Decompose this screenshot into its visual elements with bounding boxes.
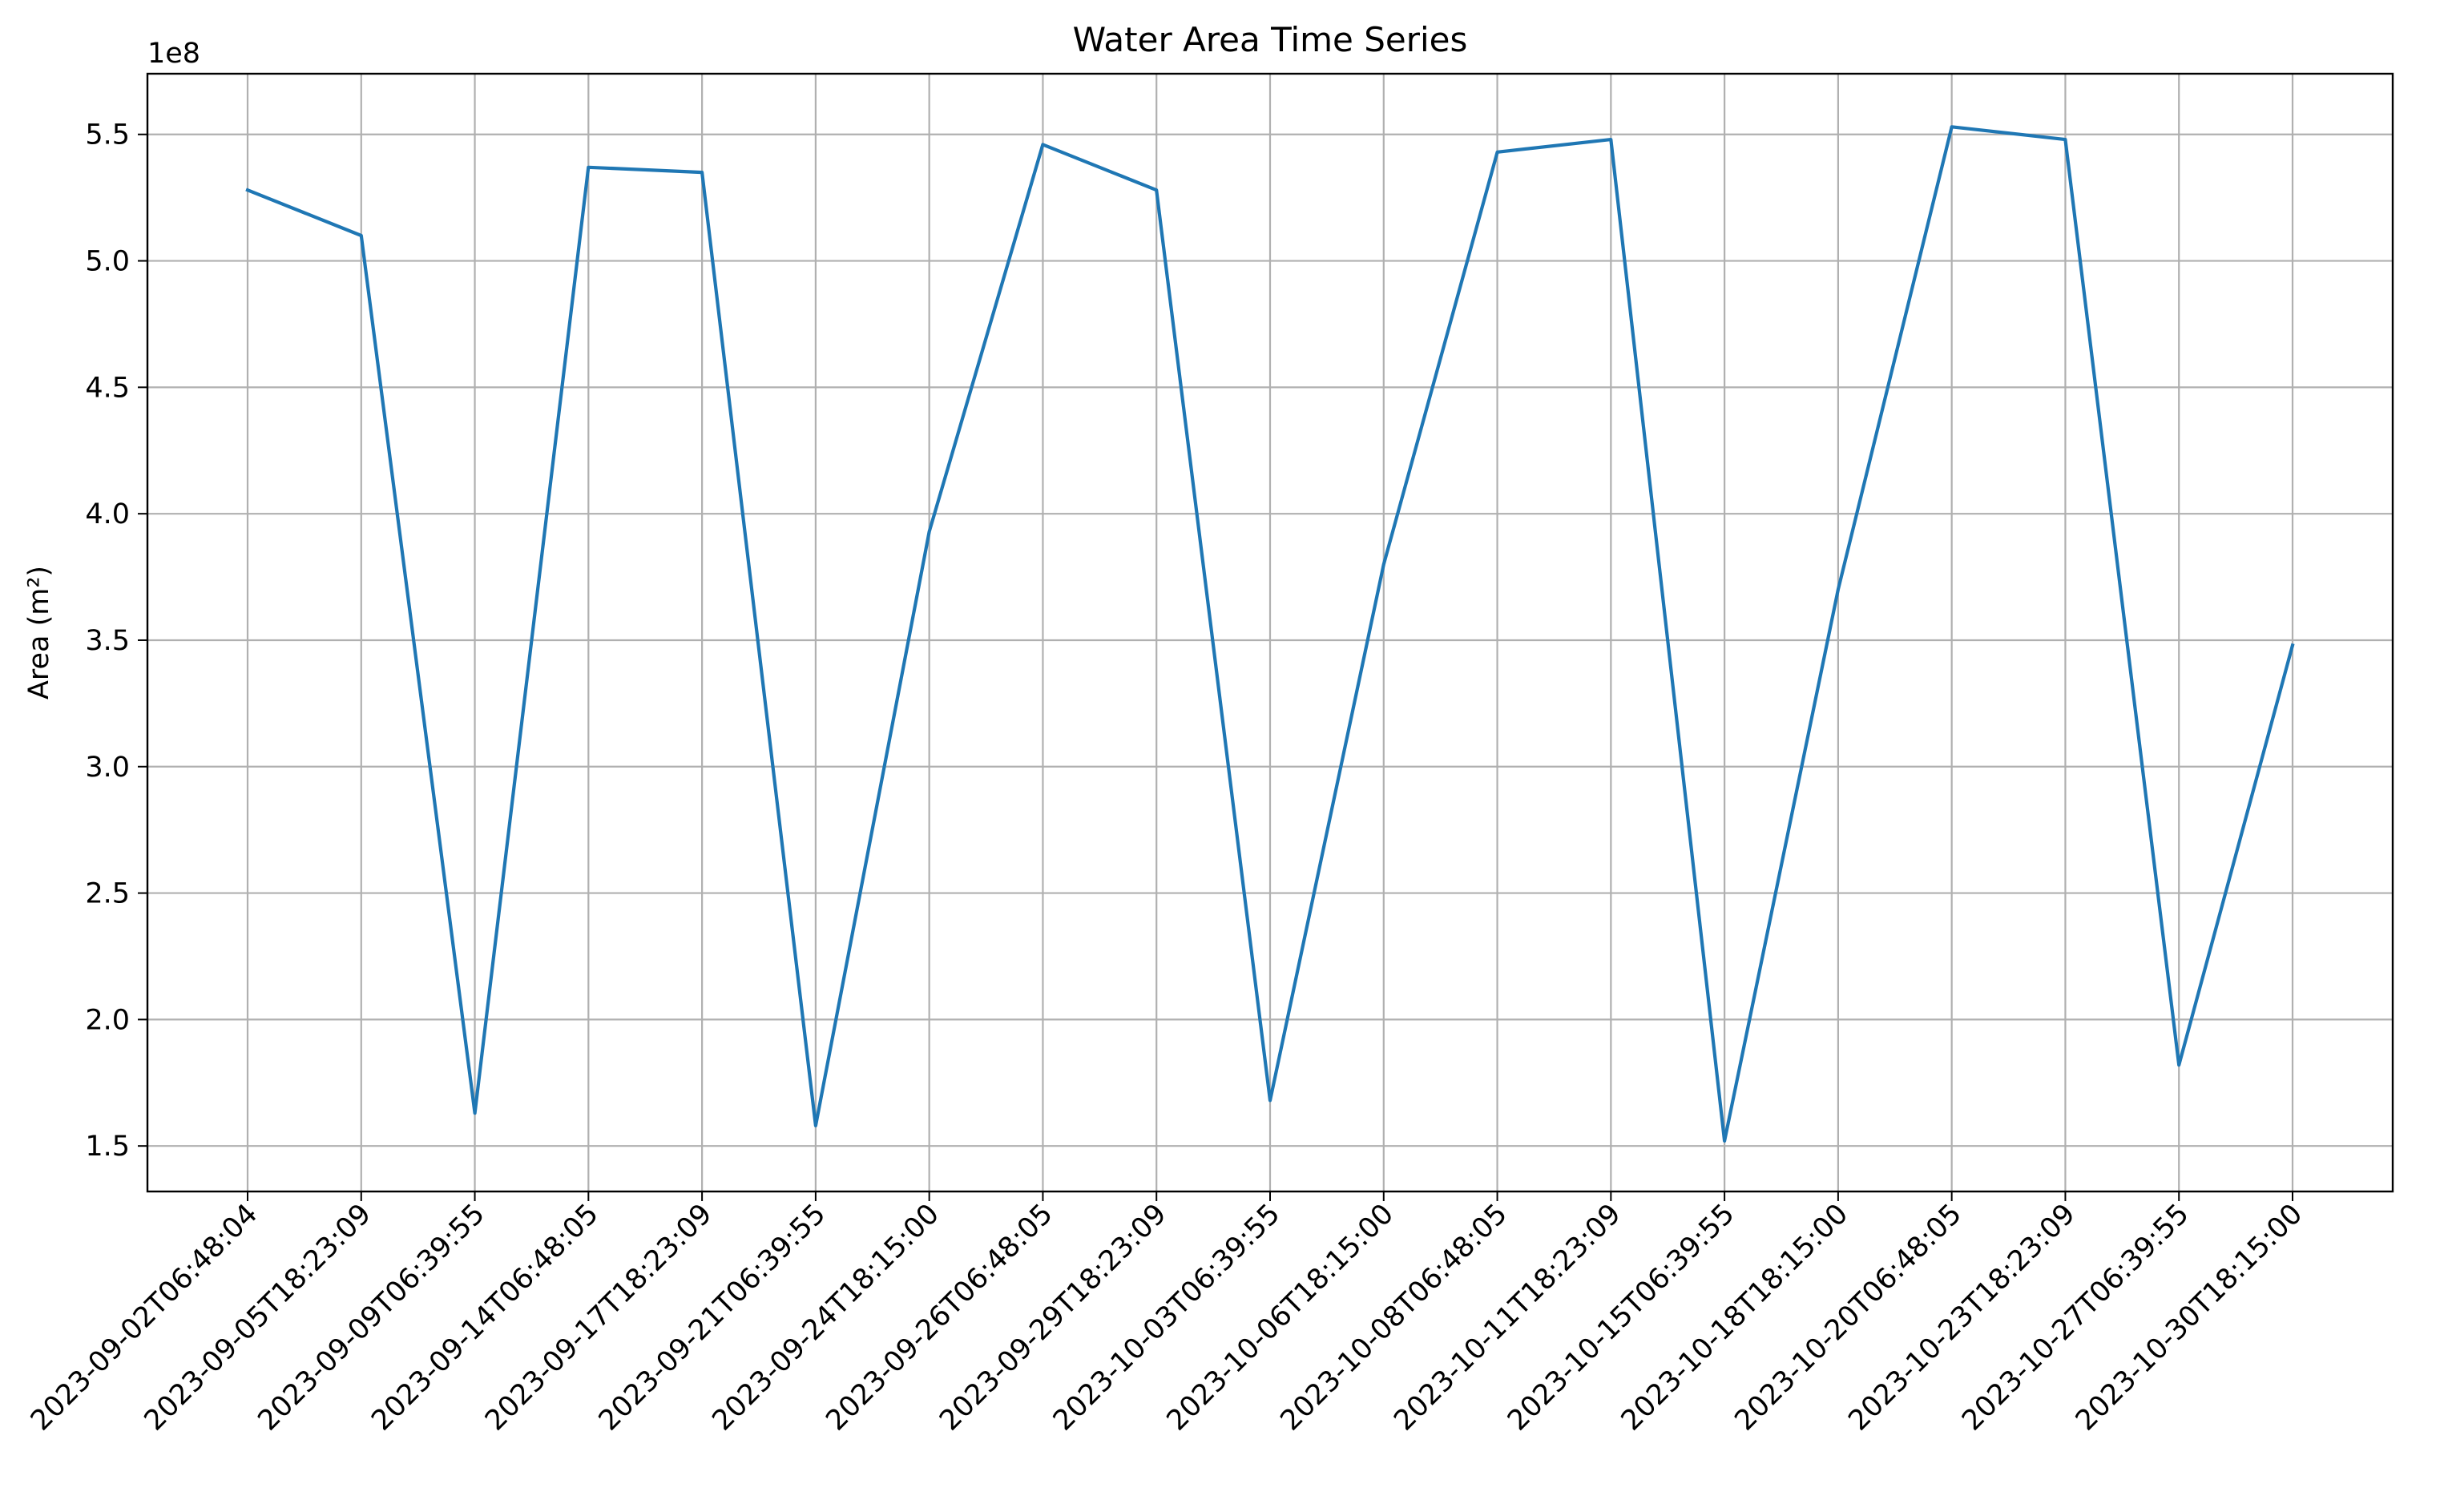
- x-tick-label: 2023-10-23T18:23:09: [1842, 1198, 2081, 1437]
- x-tick-label: 2023-10-20T06:48:05: [1729, 1198, 1968, 1437]
- y-tick-label: 4.5: [85, 372, 130, 404]
- y-tick-label: 5.0: [85, 246, 130, 278]
- y-tick-label: 3.0: [85, 752, 130, 784]
- x-tick-label: 2023-10-30T18:15:00: [2070, 1198, 2309, 1437]
- y-tick-label: 1.5: [85, 1131, 130, 1163]
- x-tick-label: 2023-10-08T06:48:05: [1275, 1198, 1514, 1437]
- x-tick-label: 2023-09-09T06:39:55: [252, 1198, 491, 1437]
- y-tick-label: 2.5: [85, 878, 130, 910]
- x-tick-label: 2023-10-18T18:15:00: [1615, 1198, 1854, 1437]
- x-tick-label: 2023-09-26T06:48:05: [820, 1198, 1059, 1437]
- y-axis-offset-label: 1e8: [147, 38, 200, 70]
- series-layer: [245, 125, 2295, 1143]
- x-tick-label: 2023-09-05T18:23:09: [139, 1198, 377, 1437]
- x-tick-label: 2023-09-14T06:48:05: [365, 1198, 604, 1437]
- x-axis-ticks: 2023-09-02T06:48:042023-09-05T18:23:0920…: [25, 1191, 2309, 1437]
- y-tick-label: 5.5: [85, 119, 130, 151]
- x-tick-label: 2023-10-27T06:39:55: [1956, 1198, 2195, 1437]
- chart-title: Water Area Time Series: [1073, 20, 1468, 59]
- x-tick-label: 2023-09-21T06:39:55: [593, 1198, 832, 1437]
- grid: [147, 74, 2393, 1191]
- y-tick-label: 2.0: [85, 1004, 130, 1036]
- x-tick-label: 2023-09-24T18:15:00: [707, 1198, 946, 1437]
- x-tick-label: 2023-09-29T18:23:09: [934, 1198, 1172, 1437]
- x-tick-label: 2023-10-06T18:15:00: [1161, 1198, 1400, 1437]
- y-tick-label: 3.5: [85, 625, 130, 657]
- x-tick-label: 2023-10-03T06:39:55: [1047, 1198, 1286, 1437]
- x-tick-label: 2023-10-11T18:23:09: [1388, 1198, 1627, 1437]
- y-axis-label: Area (m²): [23, 566, 55, 700]
- y-axis-ticks: 1.5 2.0 2.5 3.0 3.5 4.0 4.5 5.0 5.5: [85, 119, 147, 1163]
- y-tick-label: 4.0: [85, 498, 130, 530]
- x-tick-label: 2023-09-02T06:48:04: [25, 1198, 264, 1437]
- x-tick-label: 2023-10-15T06:39:55: [1502, 1198, 1740, 1437]
- x-tick-label: 2023-09-17T18:23:09: [479, 1198, 718, 1437]
